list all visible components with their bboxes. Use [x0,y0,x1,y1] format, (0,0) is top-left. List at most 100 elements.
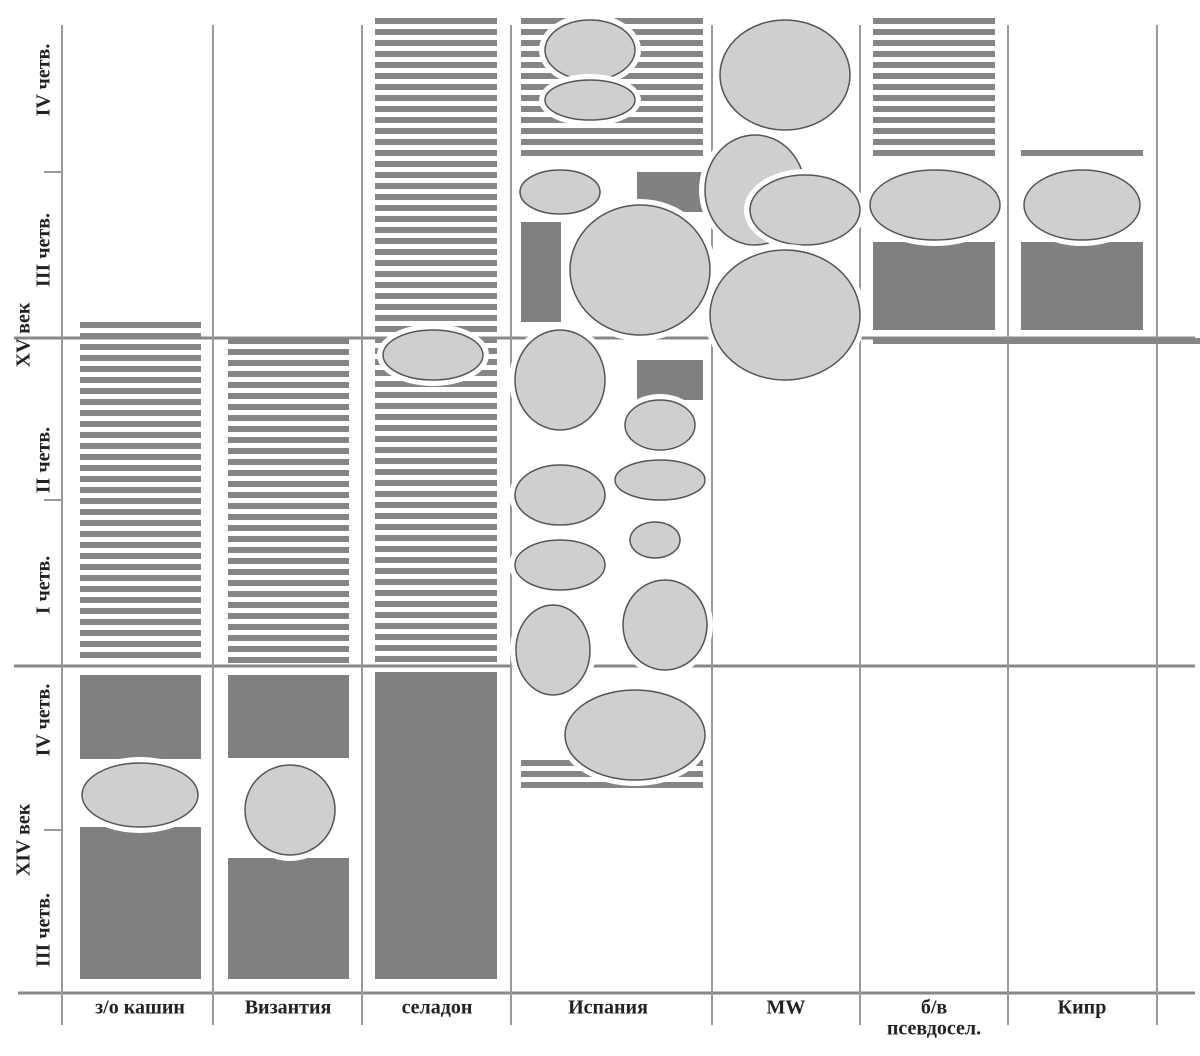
stripe [873,29,995,35]
stripe [80,454,201,460]
gray-block [1021,242,1143,330]
stripe [80,553,201,559]
column-label: з/о кашин [95,997,185,1019]
stripe [228,448,349,454]
stripe [375,645,497,651]
ceramic-image [514,329,606,431]
stripe [375,568,497,574]
ceramic-image [709,249,861,381]
gray-block [228,858,349,979]
stripe [228,514,349,520]
stripe [228,503,349,509]
stripe [375,491,497,497]
stripe [873,84,995,90]
stripe [80,465,201,471]
gray-block [521,222,561,322]
ceramic-image [544,19,636,81]
stripe [375,95,497,101]
stripe [375,172,497,178]
ceramic-image [519,169,601,215]
stripe [228,404,349,410]
ceramic-image [515,604,591,696]
ceramic-image [869,169,1001,241]
stripe [375,150,497,156]
stripe [228,437,349,443]
stripe [80,630,201,636]
stripe [228,338,349,344]
stripe [873,51,995,57]
stripe [521,782,703,788]
stripe [375,40,497,46]
stripe [228,624,349,630]
row-label: III четв. [33,893,55,967]
stripe [80,476,201,482]
stripe [80,487,201,493]
stripe [375,513,497,519]
stripe [80,333,201,339]
stripe [375,634,497,640]
stripe [375,535,497,541]
stripe [375,227,497,233]
row-label: IV четв. [33,44,55,117]
stripe [80,542,201,548]
stripe [228,580,349,586]
stripe [80,520,201,526]
stripe [873,95,995,101]
stripe [80,388,201,394]
stripe [375,238,497,244]
stripe [228,371,349,377]
stripe [521,128,703,134]
stripe [375,304,497,310]
stripe [228,470,349,476]
stripe [228,635,349,641]
ceramic-image [544,79,636,121]
stripe [873,73,995,79]
ceramic-image [719,19,851,131]
stripe [375,502,497,508]
stripe [521,150,703,156]
stripe [228,613,349,619]
ceramic-image [514,464,606,526]
ceramic-image [244,764,336,856]
stripe [873,128,995,134]
stripe [228,349,349,355]
column-label: Византия [245,997,332,1019]
stripe [375,436,497,442]
stripe [375,106,497,112]
ceramic-image [624,399,696,451]
stripe [873,18,995,24]
stripe [228,602,349,608]
stripe [228,591,349,597]
stripe [375,128,497,134]
ceramic-image [382,329,484,381]
ceramic-image [514,539,606,591]
stripe [873,106,995,112]
stripe [873,150,995,156]
ceramic-image [629,521,681,559]
stripe [228,426,349,432]
stripe [375,315,497,321]
stripe [375,524,497,530]
stripe [80,564,201,570]
labels: IV четв. III четв. XV век II четв. I четв. IV… [13,44,1107,1040]
stripe [1021,338,1200,344]
stripe [228,646,349,652]
stripe [375,590,497,596]
stripe [80,366,201,372]
stripe [521,139,703,145]
stripe [375,656,497,662]
stripe [375,414,497,420]
stripe [228,459,349,465]
stripe [375,62,497,68]
stripe [375,612,497,618]
stripe [80,597,201,603]
stripe [80,443,201,449]
stripe [375,161,497,167]
stripe [228,382,349,388]
column-label: Испания [568,997,648,1019]
stripe [375,425,497,431]
ceramic-image [749,174,861,246]
stripe [228,657,349,663]
row-label: II четв. [33,427,55,493]
